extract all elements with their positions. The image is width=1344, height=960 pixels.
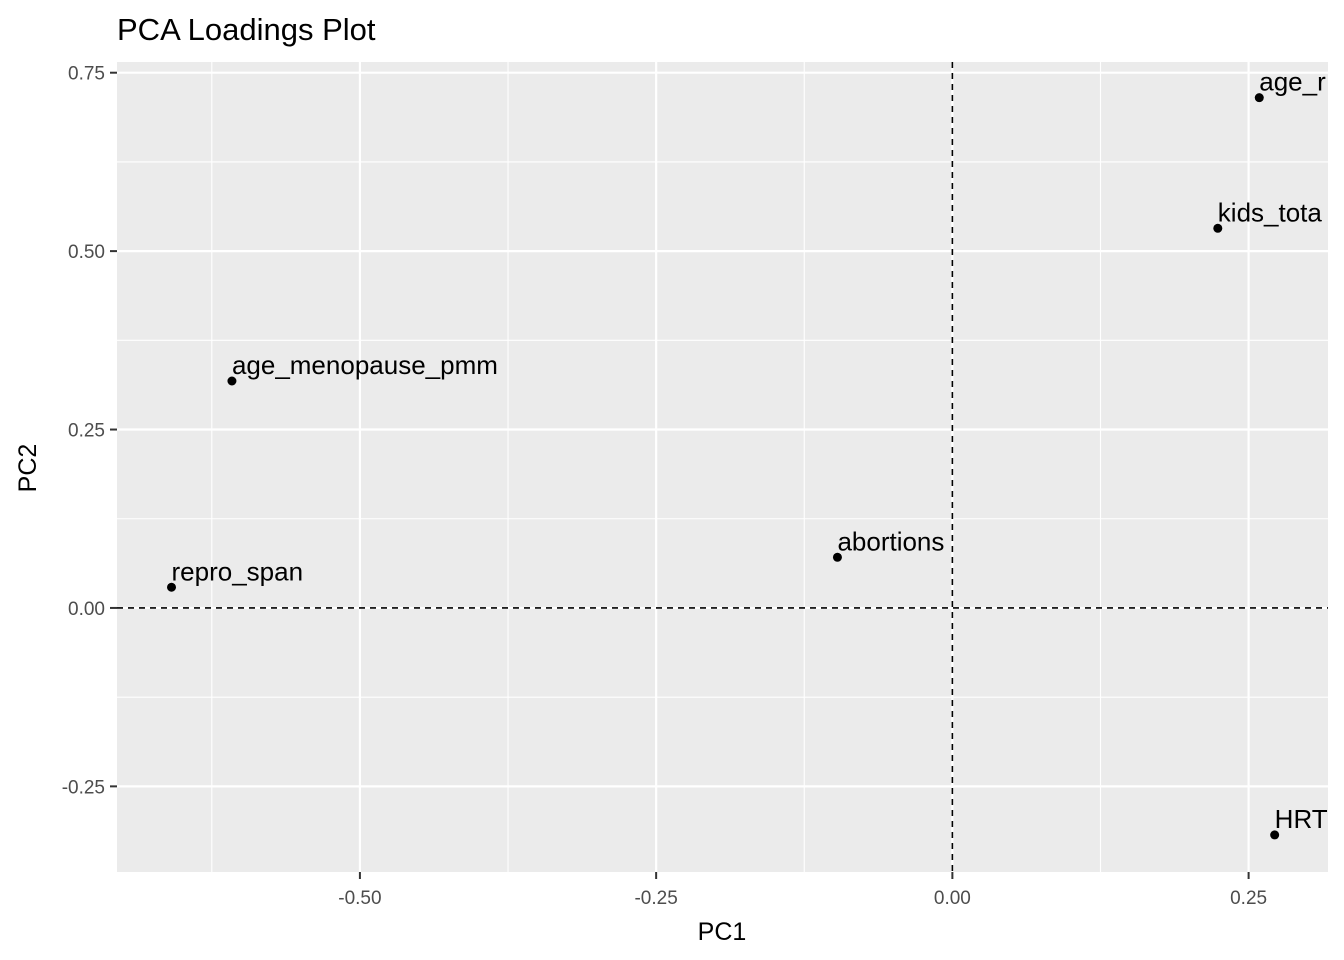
y-tick-label: -0.25 [62,777,105,798]
chart-title: PCA Loadings Plot [117,12,376,47]
x-tick-label: -0.25 [634,888,677,909]
x-axis-title: PC1 [698,918,747,946]
reference-lines [117,62,1328,872]
point-label: age_r [1259,67,1326,97]
data-points: age_r kids_tota age_menopause_pmm abortions… [167,67,1328,840]
y-tick-label: 0.50 [68,242,105,263]
y-tick-label: 0.00 [68,599,105,620]
data-point [167,582,177,592]
data-point [1213,223,1223,233]
point-label: repro_span [172,556,304,586]
point-label: HRT [1275,804,1328,834]
y-axis: -0.25 0.00 0.25 0.50 0.75 [62,64,117,798]
point-label: kids_tota [1218,197,1323,227]
data-point [832,552,842,562]
point-label: abortions [837,526,944,556]
point-label: age_menopause_pmm [232,350,498,380]
data-point [227,376,237,386]
x-tick-label: 0.00 [934,888,971,909]
data-point [1270,830,1280,840]
x-tick-label: -0.50 [338,888,381,909]
y-axis-title: PC2 [14,444,42,493]
plot-panel [117,62,1328,872]
y-tick-label: 0.25 [68,421,105,442]
y-tick-label: 0.75 [68,64,105,85]
x-axis: -0.50 -0.25 0.00 0.25 [338,872,1267,909]
data-point [1254,93,1264,103]
x-tick-label: 0.25 [1230,888,1267,909]
